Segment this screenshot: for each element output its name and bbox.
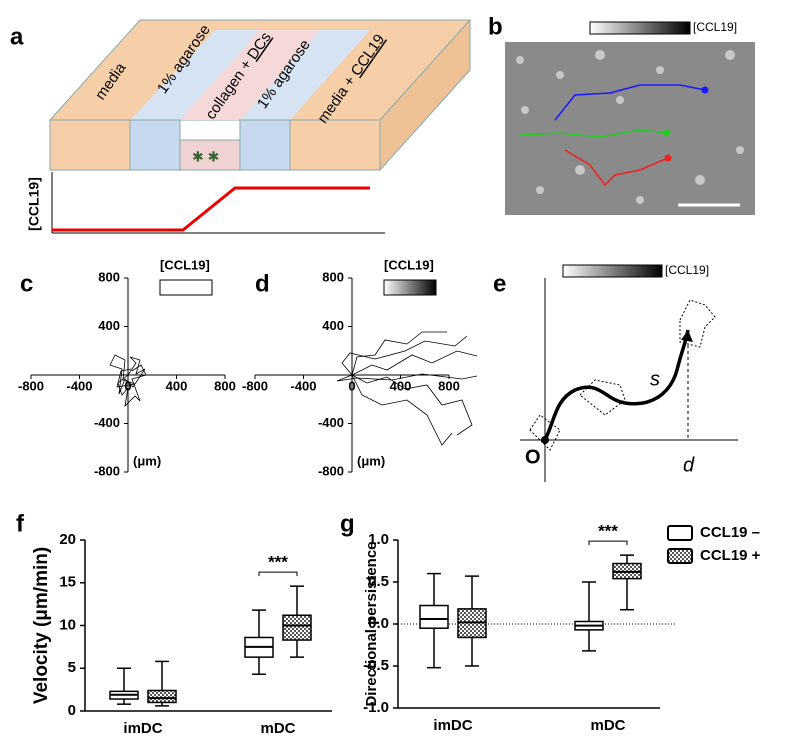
agarose-2 <box>240 30 370 120</box>
x-tick-label: 0 <box>348 378 355 393</box>
x-tick-label: -800 <box>242 378 268 393</box>
track <box>519 129 668 138</box>
box <box>147 689 177 704</box>
x-tick-label: 400 <box>390 378 412 393</box>
path-s <box>543 329 690 441</box>
y-tick-label: 15 <box>59 574 76 591</box>
x-tick-label: mDC <box>260 720 295 737</box>
panel-label: b <box>488 13 503 40</box>
y-axis-label: Velocity (μm/min) <box>31 547 52 704</box>
cell <box>663 129 671 137</box>
significance-bracket <box>588 540 628 546</box>
box <box>282 614 312 641</box>
track <box>554 84 706 121</box>
y-axis-label: Directional persistence <box>363 541 380 706</box>
micrograph <box>505 42 755 215</box>
legend-swatch <box>667 525 693 541</box>
y-tick-label: 800 <box>98 269 120 284</box>
annotation: *** <box>598 522 618 541</box>
y-tick-label: 400 <box>98 318 120 333</box>
label-d: d <box>683 454 695 476</box>
collagen <box>180 30 320 120</box>
legend-label: CCL19 + <box>700 547 761 564</box>
legend-box <box>383 279 437 296</box>
unit-label: (μm) <box>133 453 161 468</box>
legend-label: CCL19 – <box>700 524 760 541</box>
front-agarose <box>129 119 181 171</box>
cell <box>701 86 709 94</box>
panel-label: a <box>10 23 24 50</box>
cell-outline <box>529 414 561 451</box>
legend-swatch <box>667 548 693 564</box>
y-tick-label: 0.0 <box>368 615 389 632</box>
label-origin: O <box>525 446 541 468</box>
panel-label: d <box>255 270 270 297</box>
y-tick-label: -400 <box>94 415 120 430</box>
legend-box <box>159 279 213 296</box>
y-tick-label: -0.5 <box>363 657 389 674</box>
unit-label: (μm) <box>357 453 385 468</box>
x-tick-label: 0 <box>124 378 131 393</box>
cell-outline <box>679 299 716 348</box>
chamber-side <box>379 18 471 172</box>
y-tick-label: 1.0 <box>368 531 389 548</box>
arrow-head <box>681 330 693 342</box>
box <box>419 604 449 629</box>
x-tick-label: imDC <box>433 717 472 734</box>
annotation: *** <box>268 553 288 572</box>
x-tick-label: -400 <box>290 378 316 393</box>
y-tick-label: -800 <box>94 463 120 478</box>
legend-label: [CCL19] <box>160 257 210 272</box>
x-tick-label: 800 <box>438 378 460 393</box>
cell-outline <box>579 379 626 416</box>
track <box>564 149 669 187</box>
legend-label: [CCL19] <box>384 257 434 272</box>
panel-a: a media 1% agarose collagen + DCs 1% aga… <box>10 18 472 234</box>
y-tick-label: -1.0 <box>363 699 389 716</box>
x-tick-label: mDC <box>590 717 625 734</box>
y-tick-label: 20 <box>59 531 76 548</box>
cells <box>516 50 744 204</box>
panel-e: e [CCL19] s d O <box>493 263 738 482</box>
cells: ✱ ✱ <box>192 149 219 165</box>
agarose-1 <box>130 30 260 120</box>
y-tick-label: 0 <box>68 702 76 719</box>
panel-label: e <box>493 270 506 297</box>
x-tick-label: -400 <box>66 378 92 393</box>
origin-point <box>541 436 549 444</box>
gradient-bar <box>562 264 663 278</box>
panel-label: f <box>16 510 25 537</box>
y-tick-label: -800 <box>318 463 344 478</box>
gradient-bar <box>589 21 691 35</box>
x-tick-label: imDC <box>123 720 162 737</box>
y-tick-label: 5 <box>68 659 76 676</box>
y-tick-label: 800 <box>322 269 344 284</box>
chamber-front <box>289 119 381 171</box>
panel-b: b [CCL19] <box>488 13 755 215</box>
front-agarose <box>239 119 291 171</box>
panel-label: c <box>20 270 33 297</box>
label-s: s <box>650 368 660 390</box>
x-tick-label: 400 <box>166 378 188 393</box>
gradient-label: [CCL19] <box>693 20 737 34</box>
y-tick-label: 400 <box>322 318 344 333</box>
cell <box>664 154 672 162</box>
panel-label: g <box>340 510 355 537</box>
x-tick-label: 800 <box>214 378 236 393</box>
tracks <box>109 331 478 446</box>
axis-label: [CCL19] <box>26 177 42 231</box>
significance-bracket <box>258 571 298 577</box>
y-tick-label: -400 <box>318 415 344 430</box>
y-tick-label: 0.5 <box>368 573 389 590</box>
x-tick-label: -800 <box>18 378 44 393</box>
concentration-profile <box>52 186 370 232</box>
gradient-label: [CCL19] <box>665 263 709 277</box>
chamber-front <box>49 119 131 171</box>
y-tick-label: 10 <box>59 616 76 633</box>
